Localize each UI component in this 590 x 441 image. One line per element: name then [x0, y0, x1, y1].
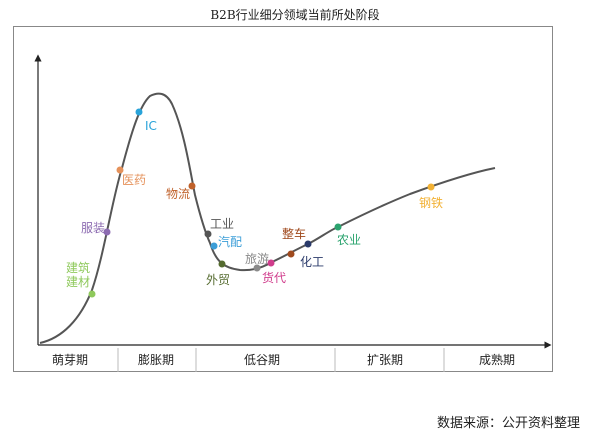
- data-point-label: 建筑建材: [66, 260, 90, 289]
- data-point-label: 外贸: [206, 273, 230, 287]
- data-point: [188, 182, 196, 190]
- hype-curve: [39, 92, 496, 344]
- stage-label: 扩张期: [367, 353, 403, 367]
- data-point: [103, 228, 111, 236]
- data-point: [334, 223, 342, 231]
- data-point: [88, 290, 96, 298]
- data-point: [267, 259, 275, 267]
- data-point: [204, 230, 212, 238]
- data-point: [287, 250, 295, 258]
- data-point: [218, 260, 226, 268]
- data-point: [135, 108, 143, 116]
- data-point-label: 货代: [262, 270, 286, 285]
- data-point-label: 旅游: [245, 252, 269, 266]
- source-note: 数据来源：公开资料整理: [436, 416, 580, 431]
- data-point-label: 工业: [210, 217, 234, 231]
- data-point: [304, 240, 312, 248]
- stage-label: 成熟期: [479, 352, 515, 367]
- data-point: [427, 183, 435, 191]
- stage-label: 膨胀期: [138, 353, 174, 367]
- data-point: [210, 242, 218, 250]
- data-point-label: 汽配: [218, 234, 242, 249]
- data-point: [253, 264, 261, 272]
- chart-frame: [13, 26, 553, 372]
- data-point-label: 化工: [300, 255, 324, 269]
- stage-label: 低谷期: [244, 353, 280, 367]
- data-point-label: 服装: [81, 221, 105, 235]
- stage-label: 萌芽期: [52, 353, 88, 367]
- data-point-label: 钢铁: [419, 196, 443, 210]
- chart-title: B2B行业细分领域当前所处阶段: [210, 8, 380, 22]
- data-point: [116, 166, 124, 174]
- data-point-label: IC: [145, 119, 157, 133]
- data-point-label: 农业: [337, 233, 361, 247]
- data-point-label: 整车: [282, 226, 306, 241]
- data-point-label: 医药: [122, 173, 146, 187]
- data-point-label: 物流: [166, 187, 190, 201]
